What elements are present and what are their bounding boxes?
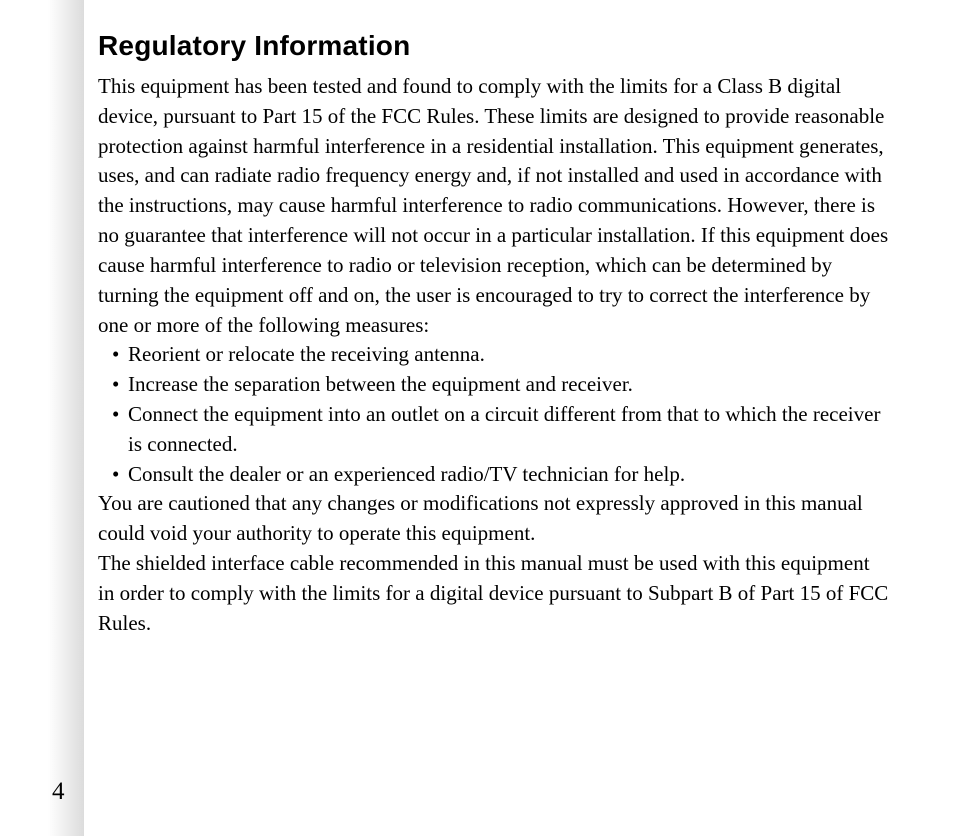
list-item: Consult the dealer or an experienced rad… <box>98 460 890 490</box>
intro-paragraph: This equipment has been tested and found… <box>98 72 890 340</box>
section-heading: Regulatory Information <box>98 30 890 62</box>
page-number: 4 <box>52 778 65 806</box>
list-item: Increase the separation between the equi… <box>98 370 890 400</box>
caution-paragraph: You are cautioned that any changes or mo… <box>98 489 890 549</box>
shielded-paragraph: The shielded interface cable recommended… <box>98 549 890 638</box>
content-area: Regulatory Information This equipment ha… <box>98 30 890 638</box>
measures-list: Reorient or relocate the receiving anten… <box>98 340 890 489</box>
page: Regulatory Information This equipment ha… <box>0 0 954 836</box>
list-item: Connect the equipment into an outlet on … <box>98 400 890 460</box>
left-gutter <box>48 0 84 836</box>
list-item: Reorient or relocate the receiving anten… <box>98 340 890 370</box>
